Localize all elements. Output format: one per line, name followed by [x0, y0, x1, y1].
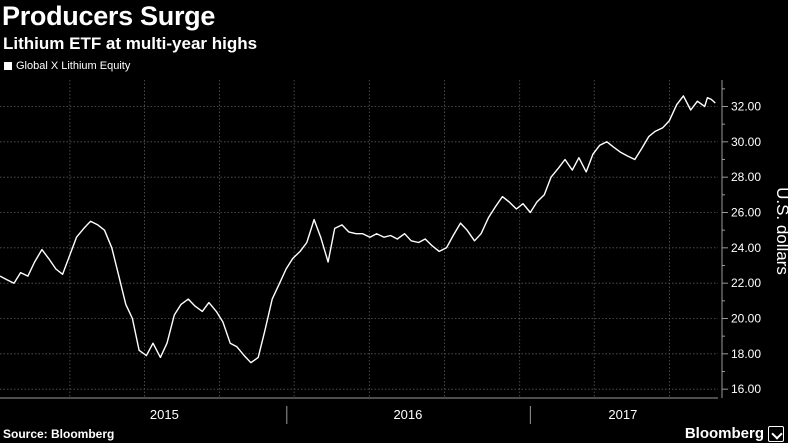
series-line	[0, 95, 716, 364]
y-tick-label: 30.00	[731, 135, 761, 149]
chart-subtitle: Lithium ETF at multi-year highs	[3, 34, 258, 53]
source-note: Source: Bloomberg	[3, 427, 115, 441]
x-tick-label: 2016	[393, 407, 422, 422]
y-tick-label: 22.00	[731, 276, 761, 290]
y-tick-label: 26.00	[731, 206, 761, 220]
y-tick-label: 28.00	[731, 170, 761, 184]
y-axis-label: U.S. dollars	[773, 187, 788, 275]
y-tick-label: 32.00	[731, 100, 761, 114]
brand-logo: Bloomberg	[685, 425, 784, 442]
y-tick-label: 18.00	[731, 347, 761, 361]
axes: 16.00 18.00 20.00 22.00 24.00 26.00 28.00 30.00…	[0, 80, 788, 424]
y-tick-label: 24.00	[731, 241, 761, 255]
x-tick-label: 2017	[608, 407, 637, 422]
chart-title: Producers Surge	[2, 1, 216, 31]
legend: Global X Lithium Equity	[4, 60, 130, 72]
y-tick-label: 20.00	[731, 312, 761, 326]
legend-label: Global X Lithium Equity	[16, 60, 131, 72]
y-tick-label: 16.00	[731, 382, 761, 396]
series	[0, 95, 716, 364]
brand-text: Bloomberg	[684, 425, 764, 442]
bloomberg-badge-icon	[768, 425, 784, 442]
grid	[0, 80, 718, 398]
legend-swatch	[4, 62, 12, 70]
x-tick-label: 2015	[150, 407, 179, 422]
